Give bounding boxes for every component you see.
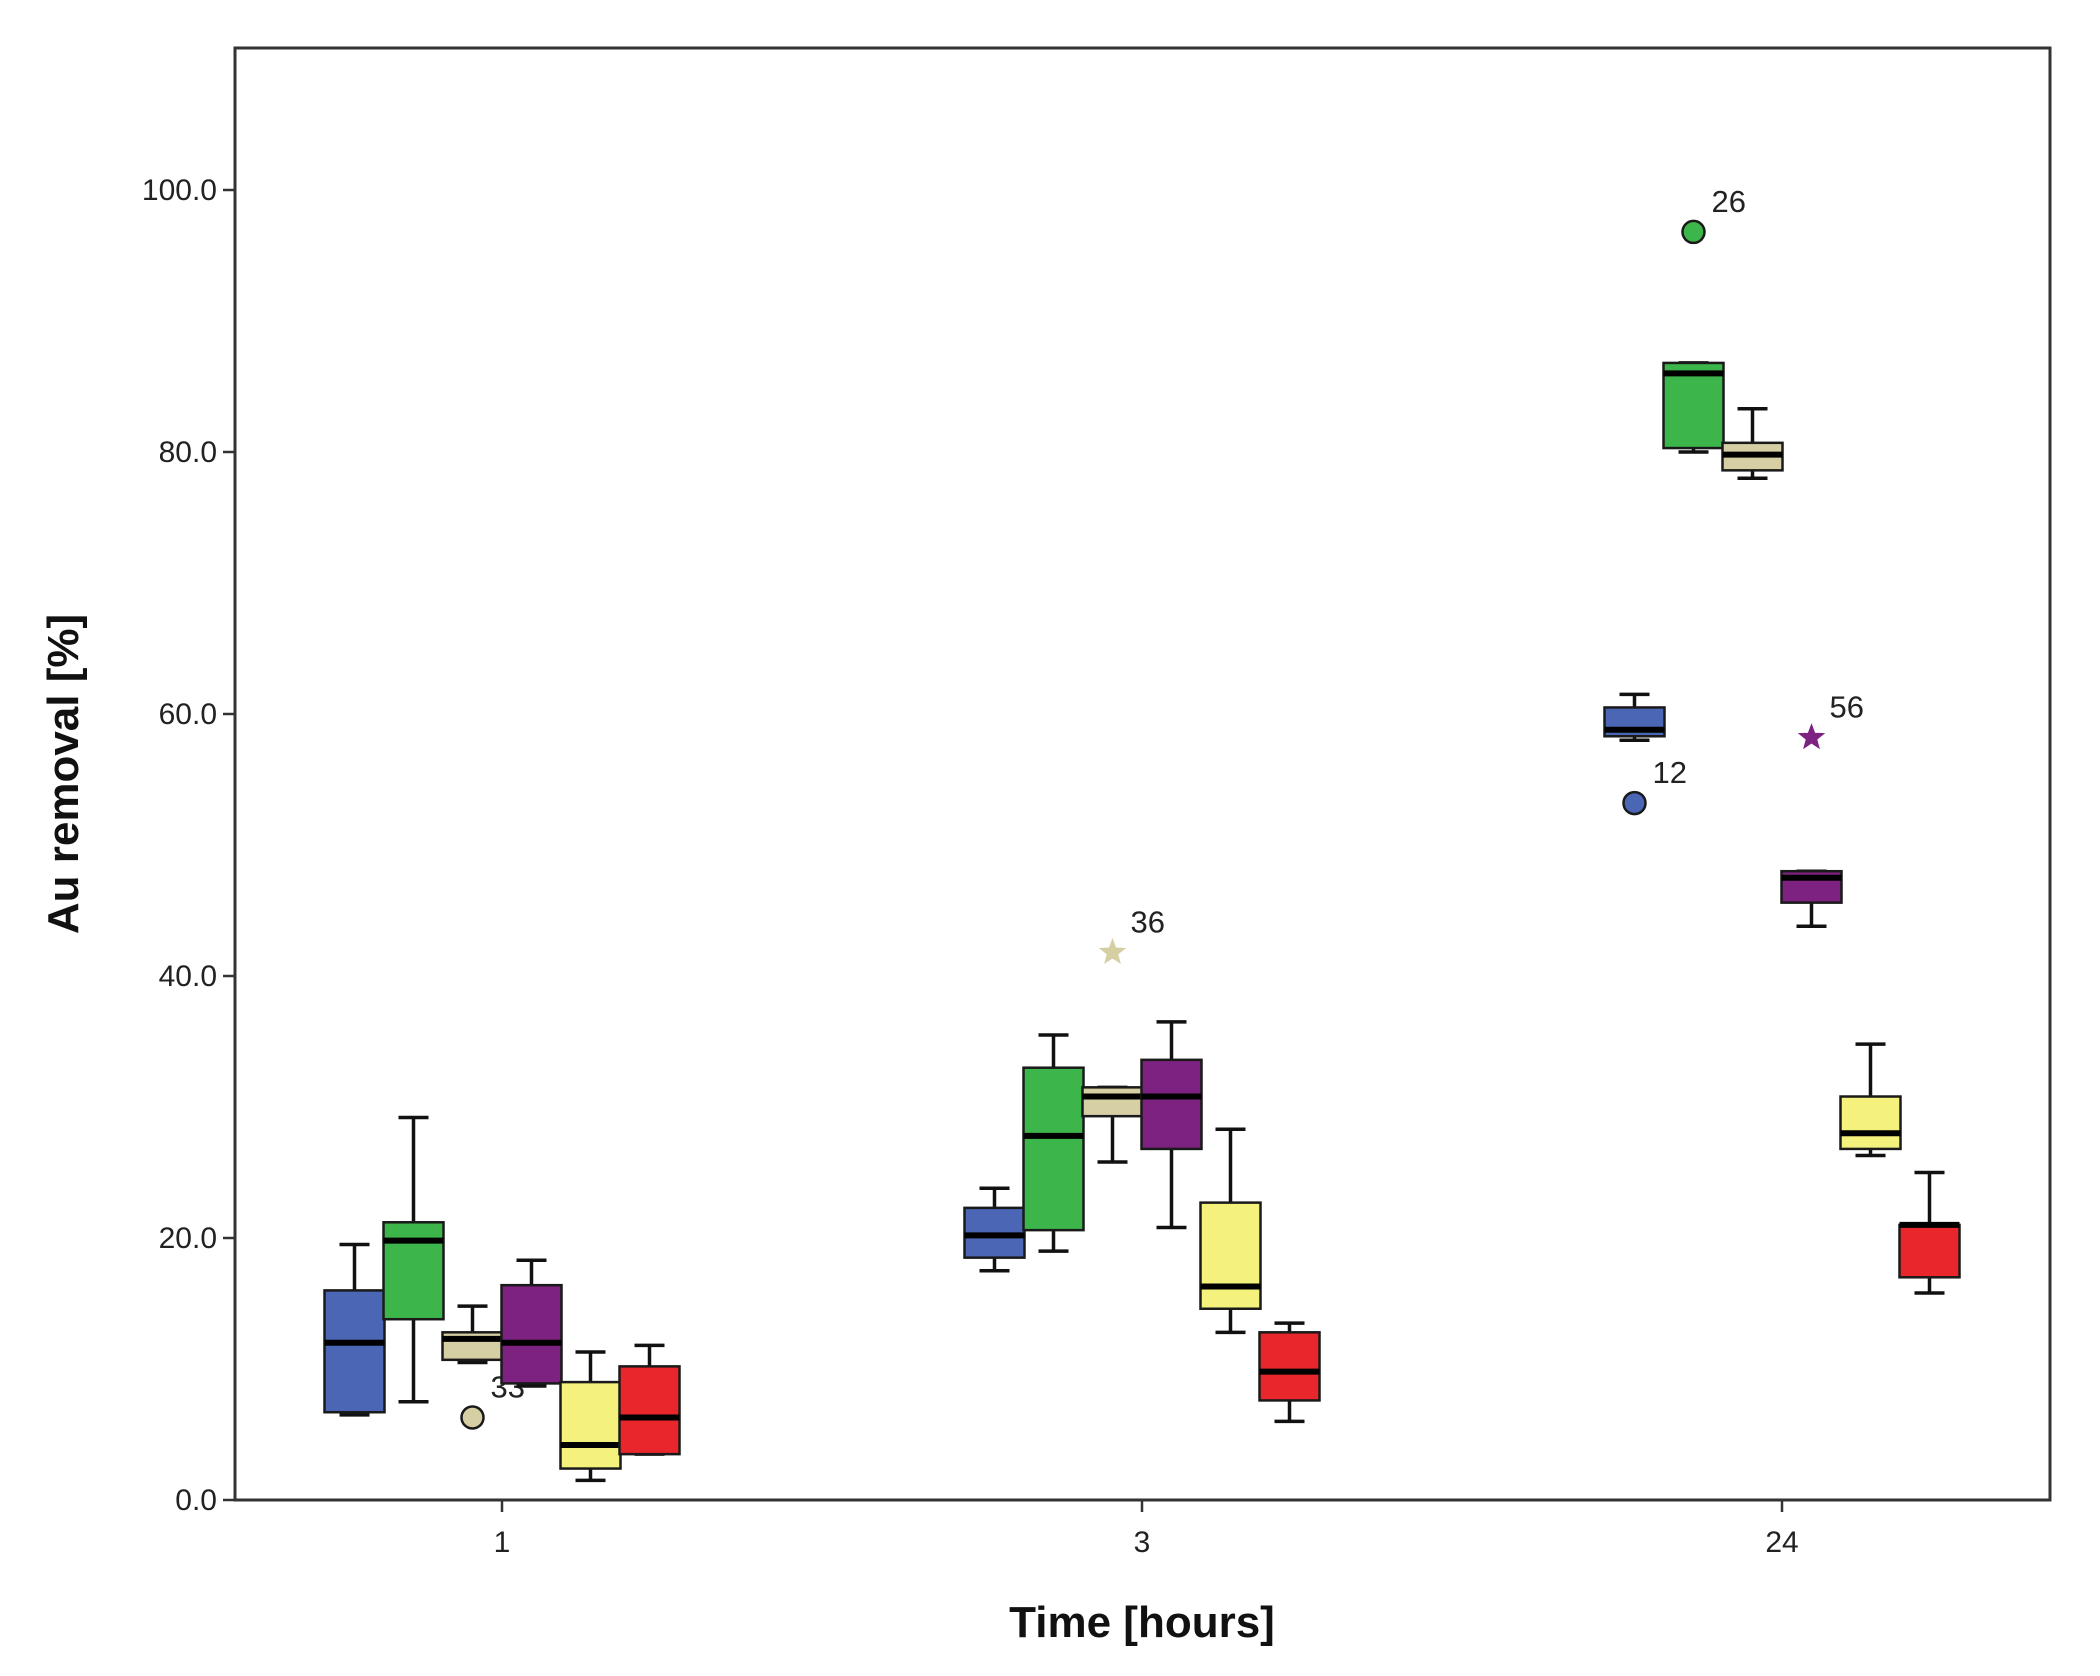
y-tick-label: 100.0 xyxy=(142,174,217,207)
box-plot: 33 xyxy=(441,1304,525,1430)
outlier-label: 36 xyxy=(1131,904,1165,939)
box-plot xyxy=(323,1242,386,1417)
outlier-star xyxy=(1098,937,1127,965)
box-iqr xyxy=(1022,1066,1085,1232)
box-plot xyxy=(1258,1321,1321,1424)
x-tick-label: 1 xyxy=(494,1526,511,1559)
box-iqr xyxy=(1662,361,1725,450)
y-tick-label: 0.0 xyxy=(175,1484,217,1517)
box-plot: 56 xyxy=(1780,690,1864,928)
x-tick-label: 24 xyxy=(1765,1526,1798,1559)
box-iqr xyxy=(500,1283,563,1385)
box-iqr xyxy=(323,1289,386,1414)
box-iqr xyxy=(559,1380,622,1470)
box-iqr xyxy=(1081,1086,1144,1118)
box-plot: 36 xyxy=(1081,904,1165,1164)
box-iqr xyxy=(1140,1058,1203,1151)
box-iqr xyxy=(1199,1201,1262,1310)
y-axis-title: Au removal [%] xyxy=(39,614,88,934)
outlier-circle xyxy=(460,1405,485,1430)
plot-area xyxy=(233,46,2052,1502)
box-plot xyxy=(963,1186,1026,1273)
y-tick-label: 80.0 xyxy=(159,436,217,469)
box-plot xyxy=(500,1258,563,1388)
box-iqr xyxy=(1839,1095,1902,1151)
box-iqr xyxy=(1898,1223,1961,1279)
outlier-circle xyxy=(1622,790,1647,816)
x-axis-title: Time [hours] xyxy=(1009,1598,1275,1647)
box-plot: 26 xyxy=(1662,184,1746,454)
outlier-label: 12 xyxy=(1653,755,1687,790)
outlier-label: 26 xyxy=(1712,184,1746,219)
box-iqr xyxy=(382,1221,445,1321)
box-plot xyxy=(618,1343,681,1456)
y-tick-label: 20.0 xyxy=(159,1222,217,1255)
box-plot: 12 xyxy=(1603,692,1687,816)
box-plot xyxy=(382,1115,445,1404)
outlier-star xyxy=(1797,723,1826,750)
outlier-circle xyxy=(1681,219,1706,245)
box-iqr xyxy=(618,1365,681,1456)
x-tick-label: 3 xyxy=(1134,1526,1151,1559)
box-plot xyxy=(1898,1170,1961,1295)
outlier-label: 56 xyxy=(1830,690,1864,725)
box-plot xyxy=(1022,1033,1085,1253)
box-plot xyxy=(1721,407,1784,480)
box-plot xyxy=(1839,1042,1902,1158)
y-tick-label: 60.0 xyxy=(159,698,217,731)
box-plot xyxy=(1140,1020,1203,1230)
box-iqr xyxy=(1258,1331,1321,1402)
y-tick-label: 40.0 xyxy=(159,960,217,993)
box-plot xyxy=(1199,1127,1262,1335)
